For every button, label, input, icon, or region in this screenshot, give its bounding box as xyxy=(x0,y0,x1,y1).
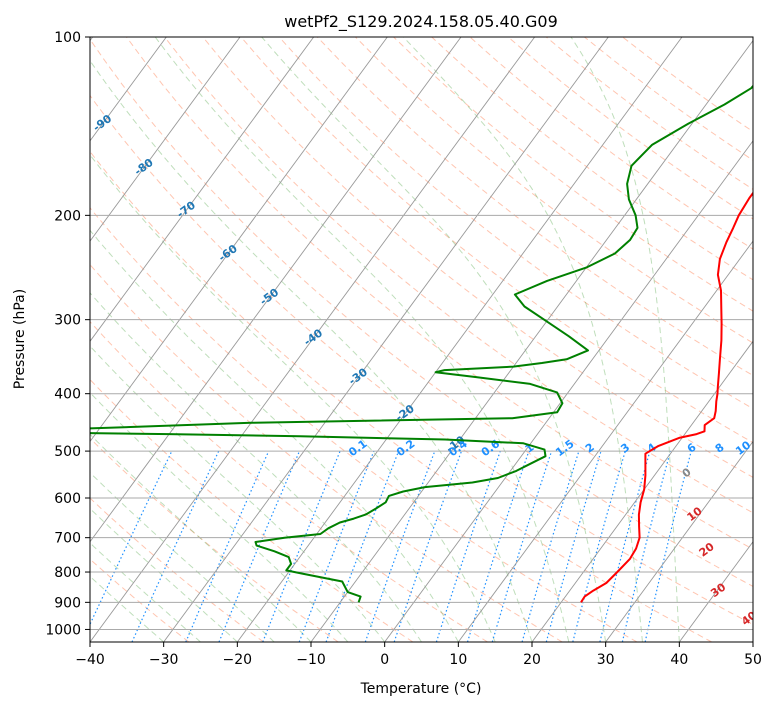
mixing-ratio-line xyxy=(466,450,530,642)
profile-series xyxy=(90,84,753,603)
dry-adiabat-line xyxy=(90,150,712,642)
moist-adiabat-line xyxy=(154,37,570,642)
x-tick-label: 10 xyxy=(449,652,467,668)
mixing-ratio-line xyxy=(621,450,671,642)
y-tick-label: 700 xyxy=(54,531,81,547)
isotherm-line xyxy=(310,39,753,642)
y-tick-label: 500 xyxy=(54,444,81,460)
dewpoint-profile-line xyxy=(90,84,753,603)
dry-adiabat-line xyxy=(278,37,753,410)
mixing-ratio-line xyxy=(364,450,436,642)
isotherm-line xyxy=(384,140,753,642)
mixing-ratio-line xyxy=(521,450,580,642)
isotherm-line xyxy=(457,240,753,642)
dry-adiabat-line xyxy=(90,207,638,642)
y-tick-label: 600 xyxy=(54,491,81,507)
plot-area: -100-90-80-70-60-50-40-30-20-100.10.20.4… xyxy=(90,37,753,642)
moist-adiabat-line xyxy=(403,37,643,642)
isotherm-line xyxy=(605,440,753,642)
x-tick-label: 0 xyxy=(380,652,389,668)
background-reference-lines xyxy=(90,37,753,642)
isotherm-line xyxy=(163,37,609,642)
dry-adiabat-line xyxy=(316,37,753,377)
mixing-ratio-line xyxy=(491,450,553,642)
chart-title: wetPf2_S129.2024.158.05.40.G09 xyxy=(284,12,558,32)
x-tick-label: 30 xyxy=(597,652,615,668)
x-tick-label: −30 xyxy=(149,652,179,668)
moist-adiabat-line xyxy=(90,229,459,642)
moist-adiabat-line xyxy=(90,471,275,642)
y-axis: 100 200 300 400 500 600 700 800 900 1000 xyxy=(45,30,90,638)
x-tick-label: −20 xyxy=(223,652,253,668)
mixing-ratio-line xyxy=(185,450,270,642)
moist-adiabat-line xyxy=(90,154,496,642)
x-tick-label: −10 xyxy=(296,652,326,668)
mixing-ratio-line xyxy=(298,450,375,642)
plot-frame xyxy=(89,36,754,643)
moist-adiabat-line xyxy=(261,37,607,642)
y-tick-label: 100 xyxy=(54,30,81,46)
y-tick-label: 300 xyxy=(54,313,81,329)
isotherm-line xyxy=(90,37,388,443)
isotherm-line xyxy=(90,37,167,142)
y-axis-title: Pressure (hPa) xyxy=(12,289,28,389)
mixing-ratio-line xyxy=(325,450,400,642)
moist-adiabat-line xyxy=(570,37,680,642)
mixing-ratio-line xyxy=(599,450,651,642)
dry-adiabat-line xyxy=(90,94,753,626)
isotherm-line xyxy=(90,37,315,343)
x-tick-label: 40 xyxy=(670,652,688,668)
isotherm-line xyxy=(531,340,753,642)
y-tick-label: 200 xyxy=(54,208,81,224)
dry-adiabat-line xyxy=(355,37,753,344)
mixing-ratio-line xyxy=(435,450,501,642)
moist-adiabat-line xyxy=(90,391,349,642)
y-tick-label: 900 xyxy=(54,595,81,611)
x-axis: −40 −30 −20 −10 0 10 20 30 40 50 xyxy=(75,642,762,668)
x-tick-label: 20 xyxy=(523,652,541,668)
y-tick-label: 1000 xyxy=(45,622,81,638)
grid-lines xyxy=(90,37,753,642)
x-tick-label: 50 xyxy=(744,652,762,668)
x-axis-title: Temperature (°C) xyxy=(360,681,482,697)
dry-adiabat-line xyxy=(90,263,563,642)
moist-adiabat-line xyxy=(90,345,386,642)
isotherm-line xyxy=(236,37,683,642)
isotherm-line xyxy=(90,37,241,242)
mixing-ratio-line xyxy=(572,450,626,642)
mixing-ratio-line xyxy=(262,450,341,642)
mixing-ratio-line xyxy=(545,450,602,642)
isotherm-line xyxy=(90,37,536,642)
moist-adiabat-line xyxy=(90,292,422,642)
y-tick-label: 400 xyxy=(54,387,81,403)
temperature-profile-line xyxy=(580,191,753,603)
y-tick-label: 800 xyxy=(54,565,81,581)
dry-adiabat-line xyxy=(90,38,753,587)
dry-adiabat-line xyxy=(164,37,753,514)
x-tick-label: −40 xyxy=(75,652,105,668)
mixing-ratio-line xyxy=(218,450,301,642)
